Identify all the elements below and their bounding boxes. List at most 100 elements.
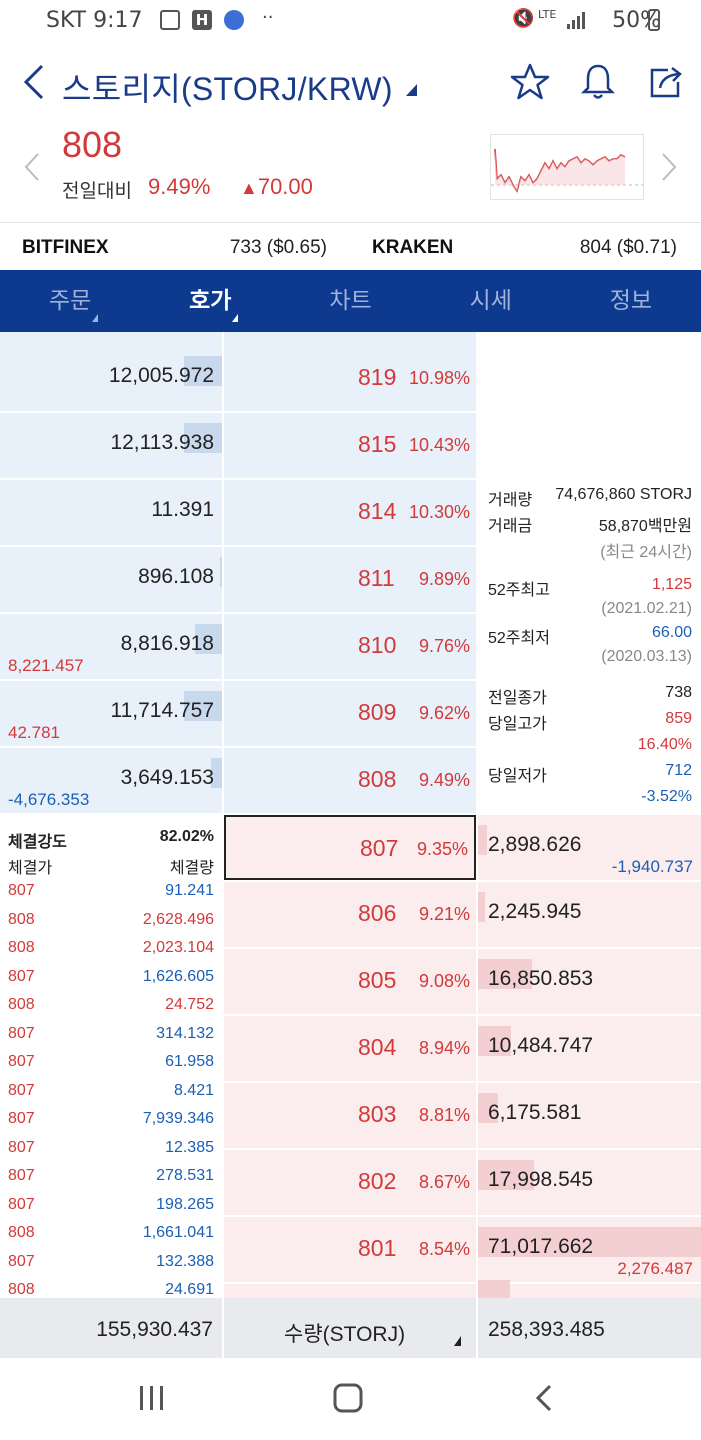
tab-info[interactable]: 정보 [609, 288, 653, 314]
trade-quantity: 1,661.041 [142, 1224, 214, 1241]
price-row[interactable]: 804 8.94% [224, 1016, 476, 1081]
trade-row: 808 2,628.496 [0, 907, 222, 935]
back-button[interactable] [18, 62, 52, 102]
ask-row[interactable]: 8,816.918 8,221.457 [0, 614, 222, 679]
trade-price: 807 [8, 1167, 35, 1184]
order-percent: 8.67% [418, 1172, 470, 1192]
price-row[interactable]: 810 9.76% [224, 614, 476, 679]
trade-history[interactable]: 체결강도 82.02% 체결가 체결량 807 91.241 808 2,628.49… [0, 814, 222, 1298]
recent-apps-button[interactable] [132, 1378, 172, 1418]
tab-orderbook[interactable]: 호가 [140, 270, 280, 332]
trade-quantity: 2,023.104 [142, 939, 214, 956]
mute-icon: 🔇 [512, 8, 535, 29]
period-note: (최근 24시간) [600, 544, 692, 561]
menu-corner-icon [92, 314, 98, 322]
ask-row[interactable]: 3,649.153 -4,676.353 [0, 748, 222, 813]
title-dropdown-icon[interactable] [406, 84, 417, 96]
ask-row[interactable]: 896.108 [0, 547, 222, 612]
gallery-icon [160, 10, 180, 30]
tab-chart[interactable]: 차트 [329, 288, 372, 314]
day-low-value: 712 [665, 762, 692, 779]
trade-quantity: 8.421 [173, 1081, 214, 1099]
day-high-value: 859 [665, 710, 692, 727]
bid-row[interactable]: 17,998.545 [478, 1150, 701, 1215]
ask-quantity: 12,113.938 [110, 431, 214, 454]
favorite-button[interactable] [510, 62, 550, 102]
order-price: 802 [358, 1168, 397, 1194]
volume-label: 거래량 [488, 492, 533, 509]
exchange-price: 804 ($0.71) [579, 237, 677, 258]
chevron-right-icon [662, 153, 677, 181]
share-button[interactable] [646, 62, 686, 102]
bid-quantity: 71,017.662 [488, 1235, 594, 1258]
home-button[interactable] [328, 1378, 368, 1418]
price-row[interactable]: 802 8.67% [224, 1150, 476, 1215]
bid-row-partial [224, 1284, 476, 1298]
order-book-footer: 155,930.437 수량(STORJ) 258,393.485 [0, 1298, 701, 1358]
order-percent: 9.21% [418, 904, 470, 924]
bid-volume-bar [478, 959, 532, 989]
price-row[interactable]: 814 10.30% [224, 480, 476, 545]
ask-row[interactable]: 12,113.938 [0, 413, 222, 478]
order-percent: 9.35% [416, 839, 468, 859]
next-coin-button[interactable] [659, 150, 679, 184]
battery-percent: 50% [612, 8, 661, 33]
tab-order[interactable]: 주문 [0, 270, 140, 332]
order-percent: 9.08% [418, 971, 470, 991]
trade-quantity: 314.132 [156, 1024, 214, 1042]
ask-row[interactable]: 11,714.757 42.781 [0, 681, 222, 746]
bid-row[interactable]: 16,850.853 [478, 949, 701, 1014]
bid-volume-bar [478, 1227, 701, 1257]
trade-row: 807 132.388 [0, 1249, 222, 1277]
price-row[interactable]: 815 10.43% [224, 413, 476, 478]
app-header: 스토리지(STORJ/KRW) [0, 50, 701, 116]
trade-price: 807 [8, 1138, 35, 1156]
star-icon [510, 63, 550, 100]
price-row[interactable]: 805 9.08% [224, 949, 476, 1014]
bid-change: -1,940.737 [611, 857, 693, 876]
alert-button[interactable] [578, 62, 618, 102]
ask-row[interactable]: 11.391 [0, 480, 222, 545]
price-row[interactable]: 808 9.49% [224, 748, 476, 813]
bid-row[interactable]: 71,017.662 2,276.487 [478, 1217, 701, 1282]
prev-coin-button[interactable] [22, 150, 42, 184]
price-row[interactable]: 803 8.81% [224, 1083, 476, 1148]
trade-price: 808 [8, 1224, 35, 1241]
amount-label: 거래금 [488, 518, 533, 535]
bid-row[interactable]: 10,484.747 [478, 1016, 701, 1081]
day-high-percent: 16.40% [637, 736, 692, 753]
trade-price: 807 [8, 1110, 35, 1127]
order-price: 819 [358, 364, 397, 390]
price-sparkline[interactable] [490, 134, 644, 200]
trade-price: 807 [8, 1195, 35, 1213]
bell-icon [580, 64, 616, 99]
bid-volume-bar [478, 1093, 499, 1123]
order-book[interactable]: 12,005.972 12,113.938 11.391 896.108 8,816.9… [0, 332, 701, 1298]
trade-row: 808 2,023.104 [0, 935, 222, 963]
unit-dropdown-icon[interactable] [454, 1336, 461, 1346]
ask-quantity-column: 12,005.972 12,113.938 11.391 896.108 8,816.9… [0, 332, 222, 1298]
bid-row[interactable]: 2,245.945 [478, 882, 701, 947]
unit-selector[interactable]: 수량(STORJ) [284, 1323, 406, 1346]
price-row[interactable]: 806 9.21% [224, 882, 476, 947]
trade-row: 807 61.958 [0, 1049, 222, 1077]
price-row[interactable]: 809 9.62% [224, 681, 476, 746]
trade-quantity: 132.388 [156, 1252, 214, 1270]
bid-row[interactable]: 6,175.581 [478, 1083, 701, 1148]
order-price: 803 [358, 1101, 397, 1127]
price-row[interactable]: 819 10.98% [224, 346, 476, 411]
bid-row[interactable]: 2,898.626 -1,940.737 [478, 815, 701, 880]
price-row[interactable]: 801 8.54% [224, 1217, 476, 1282]
trade-row: 808 1,661.041 [0, 1220, 222, 1248]
price-row[interactable]: 811 9.89% [224, 547, 476, 612]
back-nav-button[interactable] [524, 1378, 564, 1418]
strength-value: 82.02% [159, 828, 214, 845]
exchange-price: 733 ($0.65) [229, 237, 327, 258]
ask-quantity: 12,005.972 [108, 364, 214, 387]
order-price: 806 [358, 900, 397, 926]
ask-row[interactable]: 12,005.972 [0, 346, 222, 411]
page-title[interactable]: 스토리지(STORJ/KRW) [62, 71, 393, 107]
price-row[interactable]: 807 9.35% [224, 815, 476, 880]
high52-value: 1,125 [651, 576, 692, 593]
tab-market[interactable]: 시세 [469, 288, 512, 314]
